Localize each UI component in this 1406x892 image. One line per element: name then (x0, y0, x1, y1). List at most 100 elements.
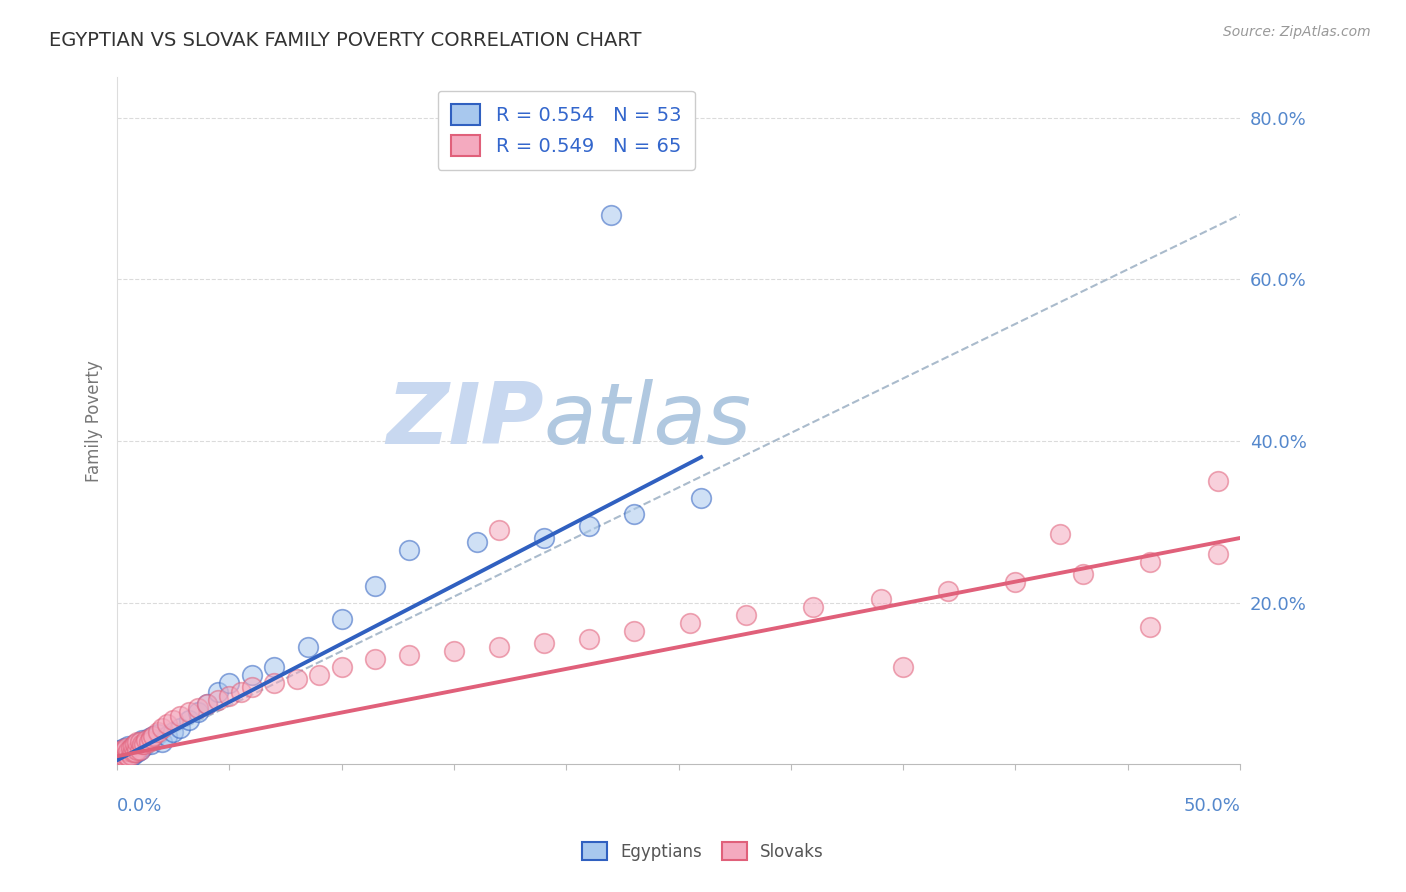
Point (122, 741, 145, 756)
Point (690, 491, 713, 505)
Point (1071, 567, 1094, 582)
Point (465, 535, 488, 549)
Point (1139, 555, 1161, 569)
Point (1206, 475, 1229, 489)
Point (115, 741, 138, 756)
Point (124, 737, 146, 751)
Point (263, 676, 285, 690)
Point (122, 739, 145, 754)
Text: ZIP: ZIP (387, 379, 544, 462)
Point (135, 734, 157, 748)
Point (330, 660, 353, 674)
Point (120, 747, 142, 762)
Point (308, 668, 330, 682)
Point (108, 742, 131, 756)
Point (218, 676, 240, 690)
Point (623, 507, 645, 521)
Text: atlas: atlas (544, 379, 752, 462)
Point (1049, 527, 1071, 541)
Point (623, 624, 645, 638)
Point (398, 648, 420, 662)
Point (146, 726, 169, 740)
Point (111, 745, 134, 759)
Point (240, 668, 263, 682)
Point (533, 636, 555, 650)
Point (117, 749, 139, 764)
Point (128, 742, 150, 756)
Point (127, 734, 149, 748)
Point (1139, 620, 1161, 634)
Point (131, 737, 153, 751)
Point (120, 741, 142, 756)
Point (117, 744, 139, 758)
Point (207, 684, 229, 698)
Point (578, 632, 600, 646)
Point (142, 729, 165, 743)
Point (229, 684, 252, 698)
Point (128, 734, 150, 748)
Point (127, 739, 149, 754)
Point (150, 721, 173, 735)
Point (218, 689, 240, 703)
Point (111, 752, 134, 766)
Point (162, 713, 184, 727)
Point (111, 749, 134, 764)
Point (124, 737, 146, 751)
Point (112, 749, 135, 764)
Point (120, 749, 142, 764)
Point (364, 652, 387, 666)
Point (117, 739, 139, 754)
Point (679, 615, 702, 630)
Point (533, 531, 555, 545)
Point (891, 660, 914, 674)
Point (600, 208, 623, 222)
Point (162, 725, 184, 739)
Point (111, 747, 134, 762)
Point (169, 708, 191, 723)
Point (115, 744, 138, 758)
Point (131, 733, 153, 747)
Point (330, 612, 353, 626)
Point (488, 523, 510, 537)
Point (117, 746, 139, 760)
Point (488, 640, 510, 654)
Point (150, 734, 173, 748)
Point (124, 745, 146, 759)
Point (177, 713, 200, 727)
Point (801, 599, 824, 614)
Point (108, 745, 131, 759)
Point (108, 753, 131, 767)
Point (108, 749, 131, 764)
Point (195, 697, 218, 711)
Text: EGYPTIAN VS SLOVAK FAMILY POVERTY CORRELATION CHART: EGYPTIAN VS SLOVAK FAMILY POVERTY CORREL… (49, 31, 641, 50)
Point (134, 739, 156, 754)
Point (735, 607, 758, 622)
Point (155, 729, 177, 743)
Point (111, 742, 134, 756)
Point (146, 725, 169, 739)
Point (120, 742, 142, 756)
Point (240, 681, 263, 695)
Point (1206, 547, 1229, 561)
Point (111, 751, 134, 765)
Point (285, 673, 308, 687)
Point (115, 747, 138, 762)
Point (297, 640, 319, 654)
Point (112, 751, 135, 765)
Point (263, 660, 285, 674)
Point (139, 737, 162, 751)
Point (124, 745, 146, 759)
Point (139, 731, 162, 746)
Text: Source: ZipAtlas.com: Source: ZipAtlas.com (1223, 25, 1371, 39)
Point (138, 731, 160, 746)
Point (869, 591, 891, 606)
Point (398, 543, 420, 558)
Legend: R = 0.554   N = 53, R = 0.549   N = 65: R = 0.554 N = 53, R = 0.549 N = 65 (437, 91, 695, 170)
Point (108, 747, 131, 762)
Point (187, 705, 209, 719)
Point (122, 745, 145, 759)
Point (112, 744, 135, 758)
Point (108, 751, 131, 765)
Point (128, 734, 150, 748)
Point (142, 729, 165, 743)
